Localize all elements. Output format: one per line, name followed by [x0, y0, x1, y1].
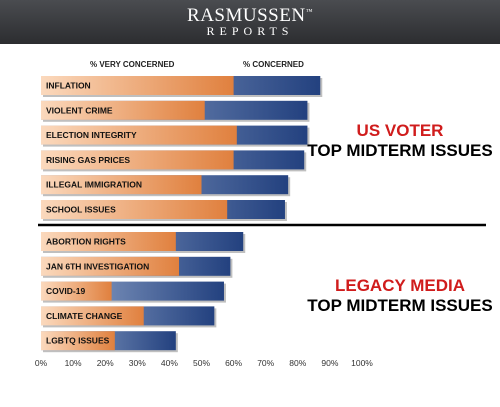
- bar-very-concerned: [41, 175, 202, 195]
- bar-category-label: RISING GAS PRICES: [46, 155, 130, 165]
- brand-logo-line1: RASMUSSEN™: [187, 5, 313, 26]
- x-tick-label: 0%: [35, 358, 48, 368]
- heading-us-voter: US VOTER: [356, 121, 444, 140]
- bar-row: LGBTQ ISSUES: [41, 331, 178, 353]
- bar-very-concerned: [41, 100, 205, 120]
- bar-row: VIOLENT CRIME: [41, 100, 310, 122]
- bar-category-label: ABORTION RIGHTS: [46, 237, 126, 247]
- x-tick-label: 60%: [225, 358, 242, 368]
- heading-us-voter-subtitle: TOP MIDTERM ISSUES: [307, 141, 493, 160]
- bar-very-concerned: [41, 150, 234, 170]
- bar-category-label: INFLATION: [46, 81, 91, 91]
- x-tick-label: 40%: [161, 358, 178, 368]
- bar-very-concerned: [41, 125, 237, 145]
- bar-category-label: ELECTION INTEGRITY: [46, 130, 137, 140]
- heading-legacy-media-subtitle: TOP MIDTERM ISSUES: [307, 296, 493, 315]
- bar-row: ILLEGAL IMMIGRATION: [41, 175, 291, 197]
- bar-row: JAN 6TH INVESTIGATION: [41, 256, 233, 278]
- bar-very-concerned: [41, 331, 115, 351]
- legend-very-concerned: % VERY CONCERNED: [90, 60, 175, 69]
- heading-legacy-media: LEGACY MEDIA: [334, 276, 466, 295]
- bar-category-label: VIOLENT CRIME: [46, 105, 113, 115]
- x-tick-label: 10%: [65, 358, 82, 368]
- bar-row: SCHOOL ISSUES: [41, 200, 287, 221]
- bar-category-label: COVID-19: [46, 286, 85, 296]
- bar-very-concerned: [41, 200, 228, 219]
- bar-very-concerned: [41, 76, 234, 95]
- bar-very-concerned: [41, 232, 176, 251]
- bar-very-concerned: [41, 256, 180, 276]
- header-banner: RASMUSSEN™ REPORTS: [0, 0, 500, 44]
- x-tick-label: 90%: [321, 358, 338, 368]
- bar-very-concerned: [41, 306, 144, 326]
- x-tick-label: 20%: [97, 358, 114, 368]
- x-tick-label: 30%: [129, 358, 146, 368]
- bar-category-label: SCHOOL ISSUES: [46, 205, 116, 215]
- bar-category-label: LGBTQ ISSUES: [46, 336, 110, 346]
- x-tick-label: 80%: [289, 358, 306, 368]
- bar-very-concerned: [41, 281, 112, 301]
- legend-concerned: % CONCERNED: [243, 60, 304, 69]
- bar-category-label: CLIMATE CHANGE: [46, 311, 123, 321]
- x-tick-label: 100%: [351, 358, 373, 368]
- bar-row: CLIMATE CHANGE: [41, 306, 217, 328]
- bar-row: ELECTION INTEGRITY: [41, 125, 310, 147]
- bar-row: INFLATION: [41, 76, 323, 97]
- bar-row: RISING GAS PRICES: [41, 150, 307, 172]
- x-tick-label: 50%: [193, 358, 210, 368]
- brand-logo-line2: REPORTS: [206, 24, 294, 38]
- bar-row: ABORTION RIGHTS: [41, 232, 246, 253]
- bar-category-label: ILLEGAL IMMIGRATION: [46, 180, 142, 190]
- bar-row: COVID-19: [41, 281, 226, 303]
- bar-category-label: JAN 6TH INVESTIGATION: [46, 261, 149, 271]
- x-tick-label: 70%: [257, 358, 274, 368]
